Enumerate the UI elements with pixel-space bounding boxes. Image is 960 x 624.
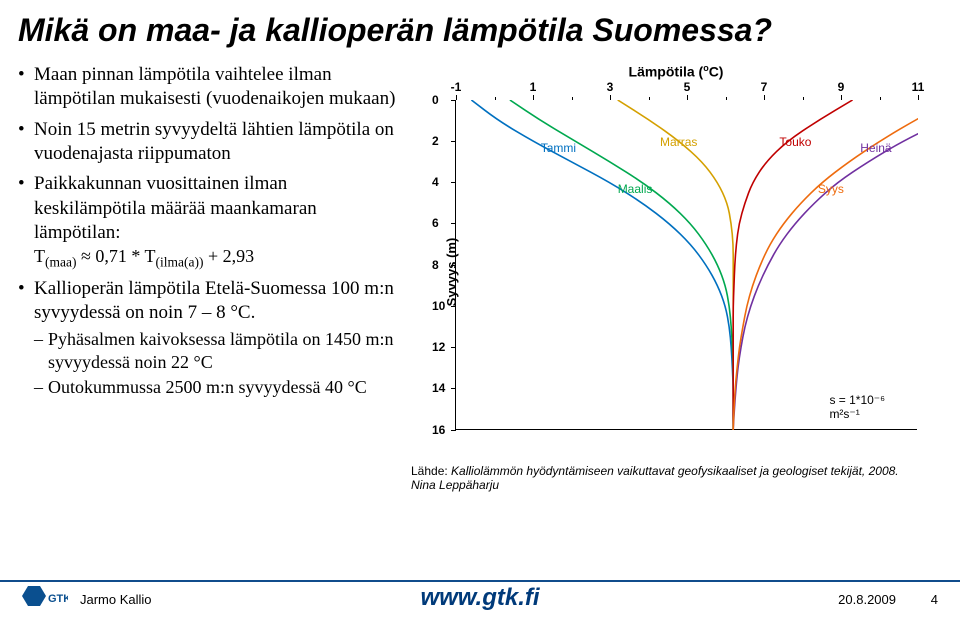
y-tick bbox=[451, 388, 456, 389]
chart-source: Lähde: Kalliolämmön hyödyntämiseen vaiku… bbox=[411, 464, 921, 492]
y-tick-label: 12 bbox=[432, 340, 445, 354]
footer-author: Jarmo Kallio bbox=[80, 592, 152, 607]
footer-url: www.gtk.fi bbox=[420, 584, 539, 612]
chart-wrap: Syvyys (m) -113579110246810121416TammiMa… bbox=[411, 82, 931, 462]
y-tick-label: 14 bbox=[432, 381, 445, 395]
diffusivity-note: s = 1*10⁻⁶ m²s⁻¹ bbox=[829, 393, 917, 421]
x-tick-label: 5 bbox=[684, 80, 691, 94]
series-label-touko: Touko bbox=[779, 135, 811, 149]
f-mid: ≈ 0,71 * T bbox=[76, 246, 155, 266]
bullet-4: Kallioperän lämpötila Etelä-Suomessa 100… bbox=[18, 277, 403, 399]
x-tick-label: -1 bbox=[451, 80, 462, 94]
bullet-3: Paikkakunnan vuosittainen ilman keskiläm… bbox=[18, 172, 403, 271]
bullet-4-text: Kallioperän lämpötila Etelä-Suomessa 100… bbox=[34, 278, 394, 323]
x-tick-label: 7 bbox=[761, 80, 768, 94]
y-tick-label: 6 bbox=[432, 216, 439, 230]
y-tick bbox=[451, 265, 456, 266]
slide-root: Mikä on maa- ja kallioperän lämpötila Su… bbox=[0, 0, 960, 624]
x-tick bbox=[610, 95, 611, 100]
x-tick bbox=[533, 95, 534, 100]
x-tick-minor bbox=[726, 97, 727, 100]
ct-suf: C) bbox=[709, 64, 724, 80]
footer-divider bbox=[0, 580, 960, 582]
x-tick-label: 11 bbox=[912, 80, 925, 94]
x-tick-minor bbox=[880, 97, 881, 100]
bullet-4-sub1: Pyhäsalmen kaivoksessa lämpötila on 1450… bbox=[34, 328, 403, 374]
y-tick-label: 16 bbox=[432, 423, 445, 437]
y-tick bbox=[451, 141, 456, 142]
gtk-logo: GTK bbox=[18, 584, 68, 616]
bullet-2: Noin 15 metrin syvyydeltä lähtien lämpöt… bbox=[18, 118, 403, 167]
y-tick bbox=[451, 430, 456, 431]
logo-hex-icon bbox=[22, 586, 46, 606]
logo-text: GTK bbox=[48, 593, 68, 605]
page-title: Mikä on maa- ja kallioperän lämpötila Su… bbox=[18, 12, 942, 49]
y-tick bbox=[451, 100, 456, 101]
y-tick bbox=[451, 182, 456, 183]
src-ital: Kalliolämmön hyödyntämiseen vaikuttavat … bbox=[411, 464, 899, 492]
x-tick-minor bbox=[803, 97, 804, 100]
y-tick-label: 4 bbox=[432, 175, 439, 189]
f-end: + 2,93 bbox=[204, 246, 255, 266]
f-sub2: (ilma(a)) bbox=[156, 255, 204, 270]
chart-zone: Lämpötila (oC) Syvyys (m) -1135791102468… bbox=[411, 63, 941, 492]
x-tick-label: 9 bbox=[838, 80, 845, 94]
footer: Jarmo Kallio www.gtk.fi 20.8.2009 4 bbox=[0, 580, 960, 624]
series-label-marras: Marras bbox=[660, 135, 697, 149]
x-tick bbox=[764, 95, 765, 100]
bullet-4-sub2: Outokummussa 2500 m:n syvyydessä 40 °C bbox=[34, 376, 403, 399]
src-lead: Lähde: bbox=[411, 464, 451, 478]
x-tick-minor bbox=[495, 97, 496, 100]
y-tick-label: 8 bbox=[432, 258, 439, 272]
series-label-tammi: Tammi bbox=[541, 141, 576, 155]
x-tick-minor bbox=[572, 97, 573, 100]
y-tick bbox=[451, 306, 456, 307]
series-label-syys: Syys bbox=[818, 182, 844, 196]
x-tick bbox=[687, 95, 688, 100]
bullet-3-text: Paikkakunnan vuosittainen ilman keskiläm… bbox=[34, 173, 317, 243]
chart-title: Lämpötila (oC) bbox=[411, 63, 941, 80]
y-tick bbox=[451, 223, 456, 224]
footer-page: 4 bbox=[931, 592, 938, 607]
x-tick bbox=[841, 95, 842, 100]
f-lhs: T bbox=[34, 246, 45, 266]
series-label-heinä: Heinä bbox=[860, 141, 891, 155]
series-tammi bbox=[471, 100, 733, 430]
series-label-maalis: Maalis bbox=[618, 182, 653, 196]
content-row: Maan pinnan lämpötila vaihtelee ilman lä… bbox=[18, 63, 942, 492]
bullet-3-formula: T(maa) ≈ 0,71 * T(ilma(a)) + 2,93 bbox=[34, 246, 254, 266]
y-tick-label: 10 bbox=[432, 299, 445, 313]
bullet-1: Maan pinnan lämpötila vaihtelee ilman lä… bbox=[18, 63, 403, 112]
x-tick-minor bbox=[649, 97, 650, 100]
curves-svg bbox=[456, 100, 918, 430]
y-tick-label: 0 bbox=[432, 93, 439, 107]
x-tick bbox=[918, 95, 919, 100]
series-touko bbox=[733, 100, 852, 430]
bullet-list: Maan pinnan lämpötila vaihtelee ilman lä… bbox=[18, 63, 403, 492]
x-tick-label: 1 bbox=[530, 80, 537, 94]
ct-pre: Lämpötila ( bbox=[629, 64, 704, 80]
y-tick-label: 2 bbox=[432, 134, 439, 148]
series-marras bbox=[618, 100, 734, 430]
footer-date: 20.8.2009 bbox=[838, 592, 896, 607]
y-tick bbox=[451, 347, 456, 348]
x-tick bbox=[456, 95, 457, 100]
plot-area: -113579110246810121416TammiMaalisMarrasT… bbox=[455, 100, 917, 430]
f-sub1: (maa) bbox=[45, 255, 76, 270]
x-tick-label: 3 bbox=[607, 80, 614, 94]
